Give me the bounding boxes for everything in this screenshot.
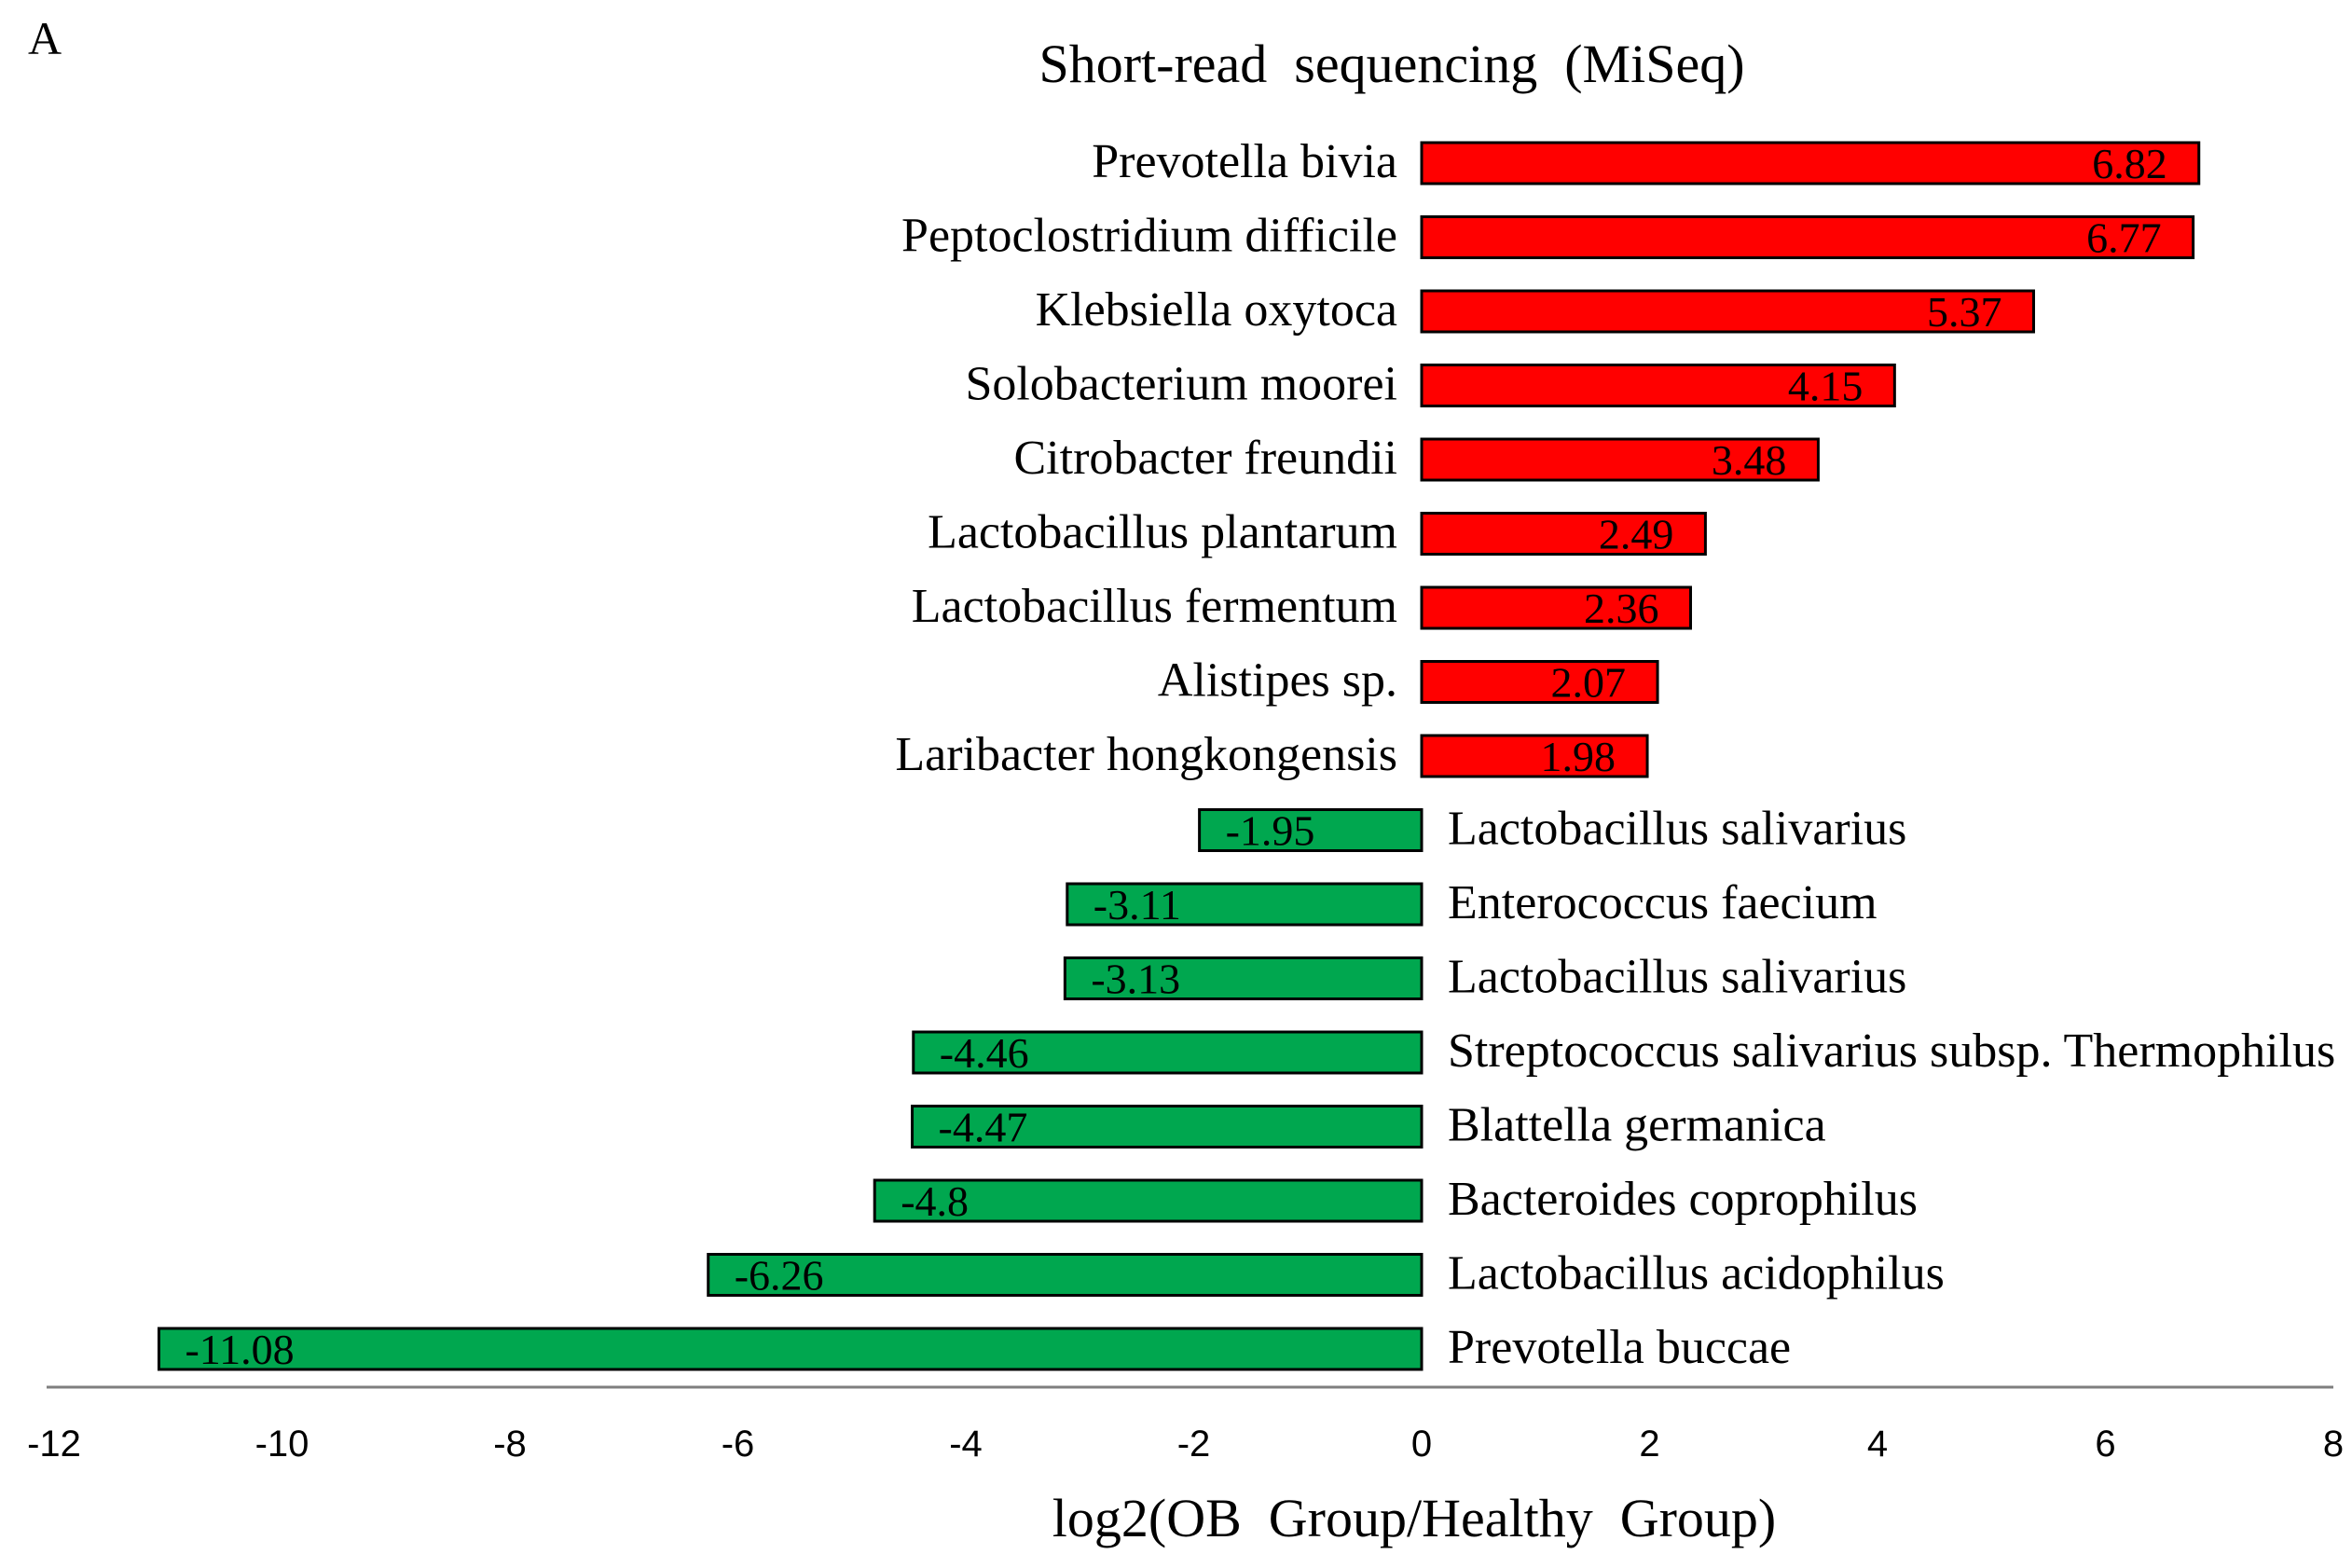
bar bbox=[1063, 956, 1424, 1000]
category-label: Bacteroides coprophilus bbox=[1448, 1173, 1918, 1226]
bar bbox=[1420, 437, 1820, 482]
bar-value-label: 1.98 bbox=[1541, 733, 1616, 780]
bars-group: 6.82 Prevotella bivia 6.77 Peptoclostridium… bbox=[157, 135, 2335, 1374]
bar bbox=[911, 1105, 1424, 1148]
category-label: Lactobacillus salivarius bbox=[1448, 951, 1906, 1004]
category-label: Prevotella buccae bbox=[1448, 1321, 1791, 1374]
category-label: Klebsiella oxytoca bbox=[1036, 283, 1397, 337]
category-label: Citrobacter freundii bbox=[1013, 432, 1397, 485]
x-tick-label: 4 bbox=[1867, 1424, 1888, 1465]
x-tick-label: -2 bbox=[1177, 1424, 1211, 1465]
x-tick-label: -4 bbox=[949, 1424, 983, 1465]
bar bbox=[1198, 808, 1424, 852]
bar bbox=[1420, 141, 2201, 186]
bar-value-label: -1.95 bbox=[1226, 807, 1315, 855]
category-label: Lactobacillus plantarum bbox=[928, 506, 1397, 559]
x-tick-label: -10 bbox=[255, 1424, 309, 1465]
category-label: Enterococcus faecium bbox=[1448, 876, 1877, 929]
x-axis-label: log2(OB Group/Healthy Group) bbox=[1052, 1488, 1776, 1548]
bar-value-label: -4.8 bbox=[901, 1177, 969, 1225]
bar bbox=[1420, 215, 2195, 259]
bar bbox=[707, 1253, 1424, 1297]
bar bbox=[1420, 364, 1896, 407]
category-label: Peptoclostridium difficile bbox=[901, 210, 1397, 263]
category-label: Prevotella bivia bbox=[1092, 135, 1397, 188]
bar bbox=[1420, 734, 1649, 778]
category-label: Lactobacillus acidophilus bbox=[1448, 1247, 1945, 1300]
x-tick-label: -8 bbox=[493, 1424, 527, 1465]
bar-value-label: -3.13 bbox=[1091, 956, 1180, 1003]
bar bbox=[1420, 585, 1693, 630]
category-label: Blattella germanica bbox=[1448, 1099, 1826, 1152]
bar bbox=[912, 1030, 1424, 1075]
bar-value-label: 5.37 bbox=[1927, 288, 2002, 336]
category-label: Solobacterium moorei bbox=[965, 358, 1397, 411]
category-label: Streptococcus salivarius subsp. Thermoph… bbox=[1448, 1025, 2335, 1078]
bar-value-label: 4.15 bbox=[1788, 363, 1864, 410]
x-tick-label: 8 bbox=[2323, 1424, 2344, 1465]
bar-value-label: 6.77 bbox=[2086, 214, 2162, 262]
bar-value-label: -4.47 bbox=[939, 1104, 1028, 1151]
bar bbox=[1066, 882, 1424, 927]
bar-value-label: 2.36 bbox=[1584, 585, 1659, 632]
bar bbox=[873, 1178, 1424, 1223]
bar bbox=[1420, 660, 1659, 704]
bar bbox=[1420, 512, 1707, 556]
bar-value-label: 2.49 bbox=[1599, 511, 1674, 558]
chart-title: Short-read sequencing (MiSeq) bbox=[1038, 34, 1744, 94]
category-label: Laribacter hongkongensis bbox=[895, 728, 1397, 781]
bar-value-label: -4.46 bbox=[940, 1029, 1029, 1077]
bar-value-label: -3.11 bbox=[1093, 881, 1181, 928]
category-label: Lactobacillus fermentum bbox=[912, 580, 1397, 633]
bar bbox=[157, 1327, 1424, 1371]
bar-value-label: -11.08 bbox=[185, 1326, 294, 1373]
x-tick-label: 0 bbox=[1411, 1424, 1432, 1465]
panel-label: A bbox=[28, 12, 62, 64]
x-tick-label: 6 bbox=[2095, 1424, 2115, 1465]
category-label: Alistipes sp. bbox=[1158, 654, 1397, 708]
x-axis-ticks: -12 -10 -8 -6 -4 -2 0 2 4 6 8 bbox=[27, 1424, 2344, 1465]
bar-value-label: 6.82 bbox=[2092, 140, 2167, 187]
bar-value-label: 2.07 bbox=[1551, 659, 1627, 707]
bar-value-label: -6.26 bbox=[735, 1252, 824, 1300]
x-tick-label: -12 bbox=[27, 1424, 81, 1465]
category-label: Lactobacillus salivarius bbox=[1448, 803, 1906, 856]
bar-value-label: 3.48 bbox=[1712, 436, 1787, 484]
x-tick-label: 2 bbox=[1639, 1424, 1659, 1465]
bar bbox=[1420, 289, 2035, 334]
x-tick-label: -6 bbox=[722, 1424, 755, 1465]
